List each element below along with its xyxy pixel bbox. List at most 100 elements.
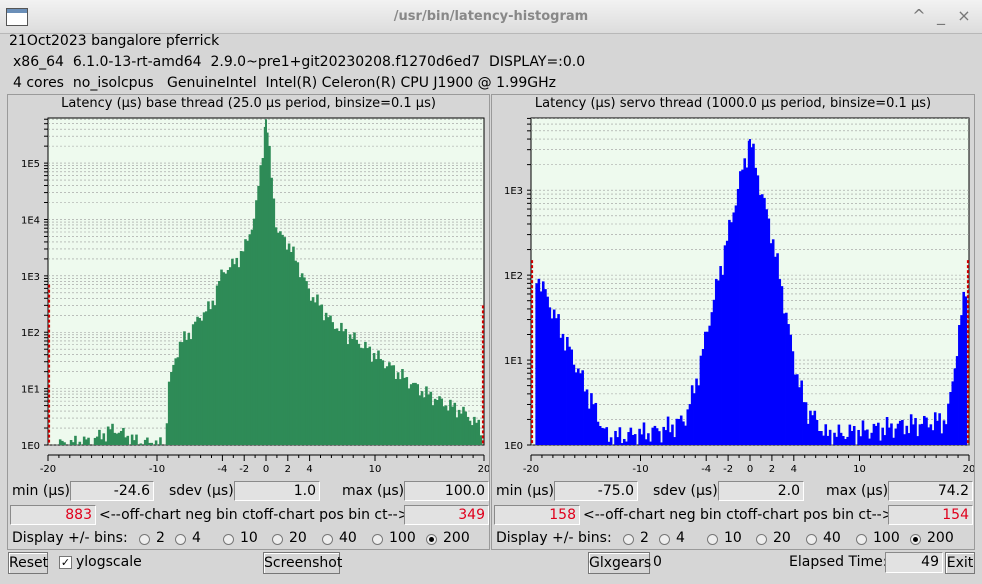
base-bar <box>311 297 315 445</box>
servo-bar <box>660 442 663 445</box>
sysinfo-line3: 4 cores no_isolcpus GenuineIntel Intel(R… <box>13 75 556 91</box>
servo-bar <box>563 350 567 445</box>
base-bins-radio-200[interactable] <box>426 534 437 545</box>
base-x-tick-label: 0 <box>263 464 269 475</box>
base-peak-bar <box>265 119 267 446</box>
ylogscale-checkbox[interactable]: ✓ <box>59 556 72 569</box>
servo-bins-radio-2[interactable] <box>623 534 634 545</box>
base-bar <box>180 342 184 445</box>
servo-bar <box>767 218 771 445</box>
servo-bar <box>776 253 779 445</box>
window-menu-icon[interactable] <box>6 8 28 26</box>
servo-bins-radio-4[interactable] <box>659 534 670 545</box>
servo-bar <box>870 432 874 445</box>
base-bar <box>198 317 201 445</box>
base-bins-radio-20[interactable] <box>272 534 283 545</box>
servo-bins-radio-100[interactable] <box>856 534 867 545</box>
servo-bins-radio-20[interactable] <box>756 534 767 545</box>
base-bar <box>261 158 265 445</box>
glxgears-button[interactable]: Glxgears <box>588 552 651 574</box>
servo-bar <box>933 412 937 445</box>
servo-bar <box>585 389 589 445</box>
base-bar <box>309 300 313 445</box>
base-bar <box>442 406 446 445</box>
servo-bar <box>671 424 674 445</box>
servo-bins-radio-40[interactable] <box>806 534 817 545</box>
base-bar <box>122 427 125 445</box>
base-bar <box>224 273 228 445</box>
servo-bar <box>644 439 648 445</box>
servo-bins-radio-10[interactable] <box>707 534 718 545</box>
base-bar <box>266 132 269 445</box>
servo-bar <box>699 355 703 445</box>
screenshot-button[interactable]: Screenshot <box>263 552 342 574</box>
servo-x-tick-label: -4 <box>701 464 711 475</box>
servo-bar <box>813 410 817 445</box>
base-pos-bin-count: 349 <box>404 505 489 525</box>
servo-bar <box>717 280 720 445</box>
base-bar <box>135 434 138 445</box>
base-bar <box>187 333 191 445</box>
base-bins-radio-label-200: 200 <box>443 530 470 546</box>
servo-peak-bar <box>749 139 751 445</box>
servo-bar <box>583 391 587 445</box>
servo-bar <box>793 374 797 445</box>
base-bar <box>412 382 415 445</box>
servo-bar <box>570 349 574 445</box>
base-bins-radio-40[interactable] <box>322 534 333 545</box>
base-y-tick-label: 1E0 <box>21 441 40 452</box>
base-bar <box>468 420 472 445</box>
servo-bar <box>539 291 543 445</box>
servo-bar <box>916 436 920 445</box>
base-bar <box>353 332 356 445</box>
elapsed-time-label: Elapsed Time: <box>789 554 888 570</box>
base-bar <box>71 442 75 445</box>
maximize-icon[interactable]: _ <box>937 6 945 25</box>
close-icon[interactable]: × <box>957 6 971 25</box>
servo-bar <box>944 424 948 445</box>
elapsed-time-value: 49 <box>885 552 943 573</box>
servo-bar <box>581 370 584 445</box>
servo-bar <box>820 431 823 445</box>
servo-bar <box>787 324 790 445</box>
servo-bar <box>616 437 619 445</box>
base-bar <box>248 234 252 445</box>
base-bar <box>294 260 297 445</box>
base-bar <box>398 379 402 445</box>
base-bar <box>457 409 461 445</box>
servo-bar <box>822 435 825 445</box>
base-bar <box>381 360 385 445</box>
servo-bar <box>745 167 749 446</box>
base-bar <box>167 381 171 445</box>
servo-sdev-label: sdev (µs) <box>653 483 718 499</box>
reset-button[interactable]: Reset <box>8 552 48 574</box>
base-bins-radio-4[interactable] <box>175 534 186 545</box>
base-bar <box>475 422 478 445</box>
servo-bar <box>874 425 878 445</box>
base-bar <box>185 339 188 445</box>
servo-bins-radio-200[interactable] <box>910 534 921 545</box>
servo-bar <box>907 433 911 445</box>
servo-bar <box>541 281 545 445</box>
base-bins-radio-100[interactable] <box>372 534 383 545</box>
base-bins-radio-label-2: 2 <box>156 530 165 546</box>
base-bins-radio-2[interactable] <box>139 534 150 545</box>
base-bar <box>202 312 206 445</box>
exit-button[interactable]: Exit <box>945 552 975 574</box>
base-bar <box>113 432 116 445</box>
base-bar <box>348 334 352 445</box>
servo-bar <box>936 420 939 445</box>
servo-bar <box>690 385 694 445</box>
servo-bar <box>566 336 569 445</box>
servo-pos-bin-label: off-chart pos bin ct--> <box>739 507 894 523</box>
servo-bar <box>920 423 924 445</box>
base-bar <box>307 288 310 445</box>
base-bins-radio-10[interactable] <box>223 534 234 545</box>
minimize-icon[interactable]: ^ <box>912 6 926 25</box>
base-bar <box>466 416 470 445</box>
base-bar <box>220 269 223 445</box>
servo-bar <box>620 443 624 445</box>
base-bar <box>296 262 300 445</box>
servo-bar <box>649 441 652 445</box>
servo-bar <box>557 314 560 445</box>
